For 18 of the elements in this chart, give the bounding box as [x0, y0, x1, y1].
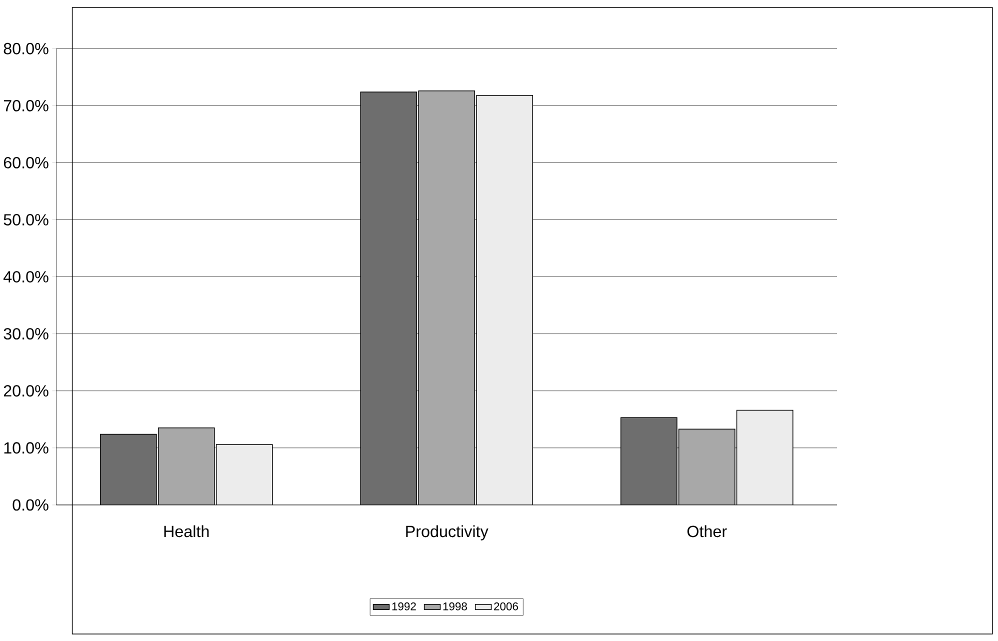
- y-tick-label: 30.0%: [4, 328, 48, 340]
- legend-label: 1998: [443, 602, 467, 611]
- y-tick-label: 70.0%: [4, 100, 48, 112]
- y-tick-label: 50.0%: [4, 214, 48, 226]
- bar: [736, 410, 794, 506]
- y-tick-label: 40.0%: [3, 271, 48, 283]
- legend-label: 2006: [494, 602, 518, 611]
- x-tick-label: Productivity: [406, 526, 488, 541]
- legend-label: 1992: [392, 602, 416, 611]
- y-tick-label: 10.0%: [4, 442, 48, 454]
- x-tick-label: Health: [164, 526, 209, 538]
- y-tick-label: 0.0%: [12, 499, 48, 511]
- bar: [216, 444, 273, 506]
- y-tick-label: 80.0%: [4, 43, 48, 55]
- x-tick-label: Other: [687, 526, 727, 538]
- bar: [476, 95, 534, 506]
- y-tick-label: 60.0%: [4, 157, 48, 169]
- y-tick-label: 20.0%: [4, 385, 48, 397]
